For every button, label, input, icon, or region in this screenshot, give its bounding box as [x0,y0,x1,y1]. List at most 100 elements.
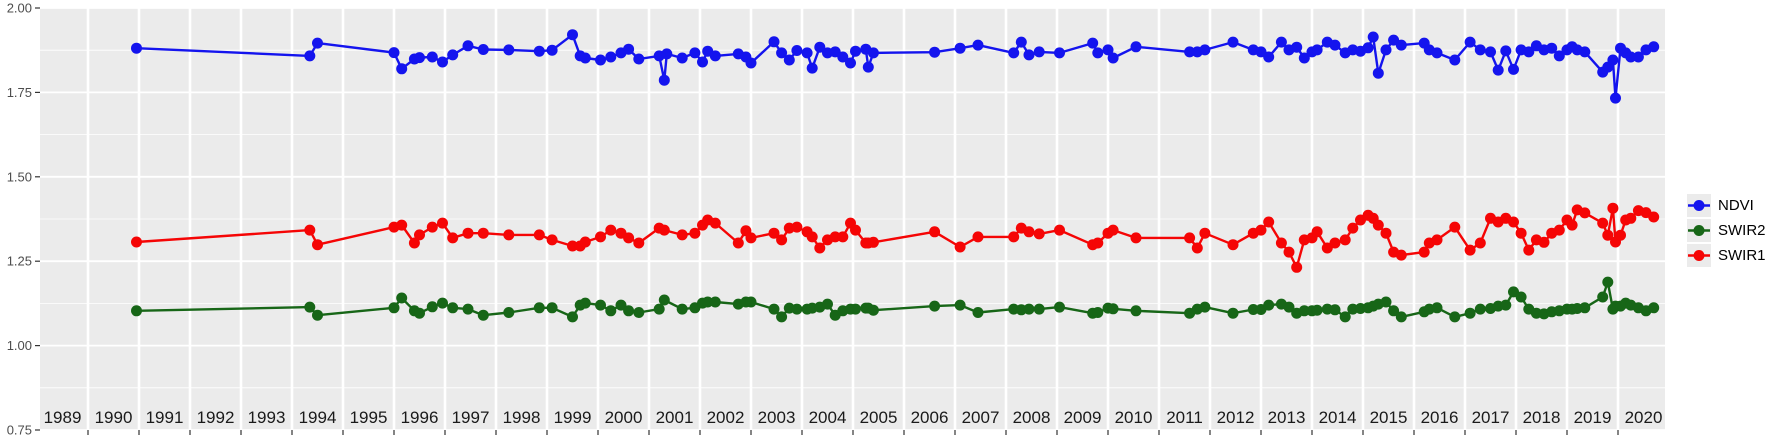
data-point-swir2 [1199,301,1211,313]
data-point-swir2 [972,307,984,318]
data-point-ndvi [1500,45,1512,57]
data-point-ndvi [633,53,645,65]
x-axis-year-label: 2013 [1268,408,1306,427]
data-point-swir1 [1291,261,1303,273]
data-point-swir2 [1449,311,1461,323]
data-point-swir2 [396,292,408,304]
legend: NDVI SWIR2 SWIR1 [1687,194,1766,267]
legend-key-swir2-icon [1687,219,1711,242]
data-point-swir2 [1515,291,1527,303]
x-axis-year-label: 2002 [707,408,745,427]
data-point-swir1 [1395,249,1407,261]
x-axis-year-label: 2016 [1421,408,1459,427]
data-point-swir2 [709,296,721,308]
data-point-swir1 [768,227,780,239]
data-point-swir1 [1372,219,1384,231]
legend-entry-swir2: SWIR2 [1687,219,1766,242]
data-point-ndvi [1610,92,1621,104]
y-axis-label: 1.75 [7,85,32,100]
data-point-swir2 [533,302,545,314]
data-point-swir2 [447,302,459,314]
x-axis-year-label: 1990 [95,408,133,427]
data-point-swir1 [954,241,966,253]
x-axis-year-label: 1989 [44,408,82,427]
data-point-swir1 [1538,236,1550,248]
data-point-swir1 [1579,207,1591,219]
data-point-ndvi [1087,37,1099,49]
data-point-swir1 [1275,237,1287,249]
data-point-swir2 [1298,305,1310,317]
legend-label-ndvi: NDVI [1718,197,1754,214]
data-point-swir2 [1380,296,1392,308]
data-point-ndvi [806,62,818,74]
data-point-ndvi [312,37,323,49]
data-point-ndvi [533,45,545,57]
data-point-ndvi [1380,44,1392,56]
data-point-ndvi [1130,41,1142,53]
data-point-ndvi [1474,44,1486,56]
data-point-swir2 [954,299,966,311]
data-point-ndvi [1625,51,1637,63]
data-point-swir2 [1597,291,1609,303]
data-point-swir1 [396,219,408,231]
data-point-swir1 [1597,217,1609,229]
data-point-swir1 [732,237,744,249]
data-point-ndvi [1449,54,1461,66]
data-point-ndvi [131,42,142,54]
data-point-ndvi [1092,47,1104,59]
data-point-swir1 [1227,239,1239,251]
legend-key-swir1-icon [1687,244,1711,267]
data-point-swir2 [1130,305,1142,317]
data-point-swir2 [462,303,474,315]
x-axis-year-label: 2017 [1472,408,1510,427]
data-point-swir1 [745,232,757,244]
data-point-ndvi [697,56,708,68]
data-point-ndvi [862,61,874,73]
data-point-ndvi [503,44,515,56]
data-point-swir1 [806,231,818,243]
data-point-swir1 [1508,216,1519,228]
data-point-swir1 [1092,237,1104,249]
data-point-swir1 [503,229,515,241]
data-point-ndvi [1275,36,1287,48]
data-point-swir1 [579,236,591,248]
data-point-ndvi [1199,44,1211,56]
data-point-ndvi [1579,46,1591,58]
data-point-swir1 [776,234,788,246]
x-axis-year-label: 2007 [962,408,1000,427]
data-point-swir1 [408,237,420,249]
data-point-swir2 [595,299,606,311]
data-point-swir2 [1054,301,1065,313]
data-point-swir2 [658,294,670,306]
data-point-ndvi [1102,44,1114,56]
data-point-ndvi [1607,54,1619,66]
data-point-swir2 [633,307,645,318]
data-point-swir1 [850,224,861,236]
data-point-swir1 [1418,246,1430,258]
data-point-ndvi [837,51,849,63]
data-point-swir1 [533,229,545,241]
data-point-swir2 [1395,311,1407,323]
data-point-swir1 [1263,216,1275,228]
data-point-swir1 [312,239,323,251]
data-point-swir1 [676,229,688,241]
x-axis-year-label: 1996 [401,408,439,427]
x-axis-year-label: 2018 [1523,408,1561,427]
data-point-swir2 [1033,303,1045,315]
data-point-ndvi [801,47,813,59]
data-point-swir2 [1339,311,1351,323]
data-point-swir2 [702,296,714,308]
data-point-ndvi [676,52,688,64]
data-point-swir1 [1615,229,1626,241]
data-point-swir2 [131,305,142,317]
x-axis-year-label: 1998 [503,408,541,427]
legend-entry-ndvi: NDVI [1687,194,1766,217]
data-point-swir2 [867,304,879,316]
y-axis-label: 2.00 [7,1,32,16]
x-axis-year-label: 2003 [758,408,796,427]
x-axis-year-label: 2001 [656,408,694,427]
data-point-swir1 [1107,224,1119,236]
data-point-swir2 [605,305,617,317]
data-point-ndvi [1015,36,1027,48]
data-point-swir2 [745,296,757,308]
